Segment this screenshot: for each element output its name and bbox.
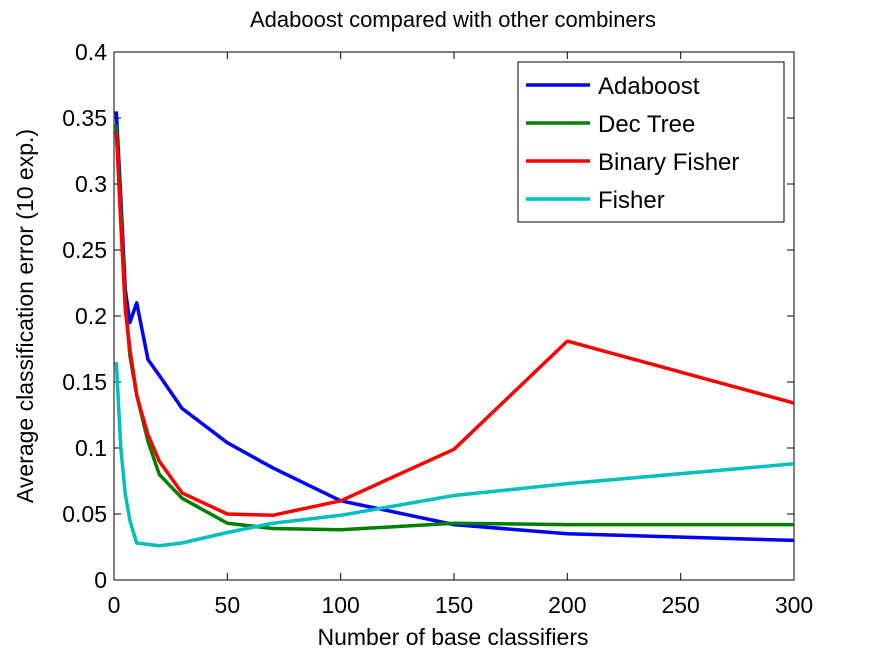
x-tick-label: 250 <box>661 592 699 618</box>
y-tick-label: 0.1 <box>75 435 107 461</box>
legend-label-fisher: Fisher <box>598 187 665 214</box>
y-tick-label: 0.2 <box>75 303 107 329</box>
legend-label-adaboost: Adaboost <box>598 73 700 100</box>
y-tick-label: 0.05 <box>62 501 107 527</box>
axis-ticks: 0 50 100 150 200 250 300 0 0.05 0.1 0.15 0.2 0.25 0.3… <box>62 39 813 618</box>
legend-label-binary-fisher: Binary Fisher <box>598 149 739 176</box>
y-tick-label: 0 <box>94 567 107 593</box>
y-tick-label: 0.4 <box>75 39 107 65</box>
y-axis-label: Average classification error (10 exp.) <box>12 129 38 503</box>
y-tick-label: 0.25 <box>62 237 107 263</box>
x-tick-label: 0 <box>108 592 121 618</box>
y-tick-label: 0.3 <box>75 171 107 197</box>
x-axis-label: Number of base classifiers <box>318 624 589 650</box>
legend: Adaboost Dec Tree Binary Fisher Fisher <box>517 61 785 223</box>
x-tick-label: 150 <box>435 592 473 618</box>
x-tick-label: 300 <box>775 592 813 618</box>
y-tick-label: 0.15 <box>62 369 107 395</box>
series-line-binary-fisher <box>114 131 795 518</box>
legend-box <box>517 61 785 223</box>
legend-label-dec-tree: Dec Tree <box>598 111 695 138</box>
series-lines <box>114 111 795 548</box>
x-tick-label: 200 <box>548 592 586 618</box>
y-tick-label: 0.35 <box>62 105 107 131</box>
series-line-fisher <box>114 362 795 548</box>
chart-title: Adaboost compared with other combiners <box>250 7 656 32</box>
x-tick-label: 100 <box>321 592 359 618</box>
x-tick-label: 50 <box>215 592 241 618</box>
